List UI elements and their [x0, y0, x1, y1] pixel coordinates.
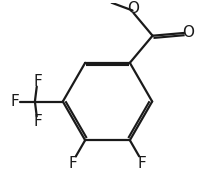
Text: O: O	[127, 1, 140, 16]
Text: F: F	[69, 156, 77, 170]
Text: F: F	[138, 156, 146, 170]
Text: F: F	[33, 114, 42, 129]
Text: F: F	[10, 94, 19, 109]
Text: O: O	[182, 25, 194, 40]
Text: F: F	[33, 74, 42, 89]
